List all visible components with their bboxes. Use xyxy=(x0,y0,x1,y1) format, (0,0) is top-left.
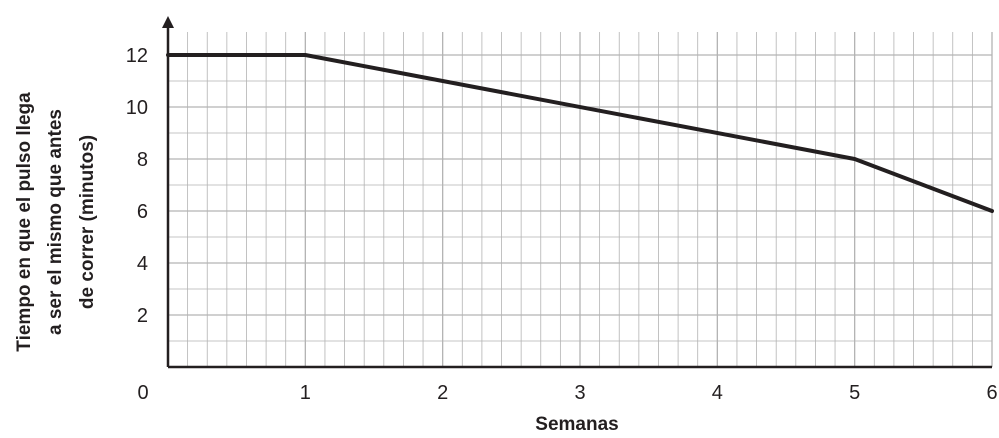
axes xyxy=(162,16,992,369)
origin-label: 0 xyxy=(137,382,148,404)
y-tick-label: 10 xyxy=(126,97,148,119)
x-tick-label: 2 xyxy=(437,382,448,404)
x-tick-label: 4 xyxy=(712,382,723,404)
x-tick-label: 1 xyxy=(300,382,311,404)
series-line-group xyxy=(166,53,994,213)
x-tick-label: 5 xyxy=(849,382,860,404)
x-tick-label: 3 xyxy=(574,382,585,404)
y-tick-label: 2 xyxy=(137,305,148,327)
y-axis-title-line-3: de correr (minutos) xyxy=(77,135,98,309)
x-axis-title: Semanas xyxy=(535,414,618,435)
x-tick-label: 6 xyxy=(986,382,997,404)
y-axis-title-line-1: Tiempo en que el pulso llega xyxy=(14,92,35,352)
y-axis-title: Tiempo en que el pulso llega a ser el mi… xyxy=(14,92,98,352)
y-tick-label: 8 xyxy=(137,149,148,171)
y-axis-title-line-2: a ser el mismo que antes xyxy=(45,109,66,335)
series-line xyxy=(166,53,994,213)
y-tick-label: 6 xyxy=(137,201,148,223)
y-tick-label: 4 xyxy=(137,253,148,275)
y-tick-label: 12 xyxy=(126,45,148,67)
y-axis-arrow-icon xyxy=(162,16,174,28)
grid xyxy=(168,32,993,367)
